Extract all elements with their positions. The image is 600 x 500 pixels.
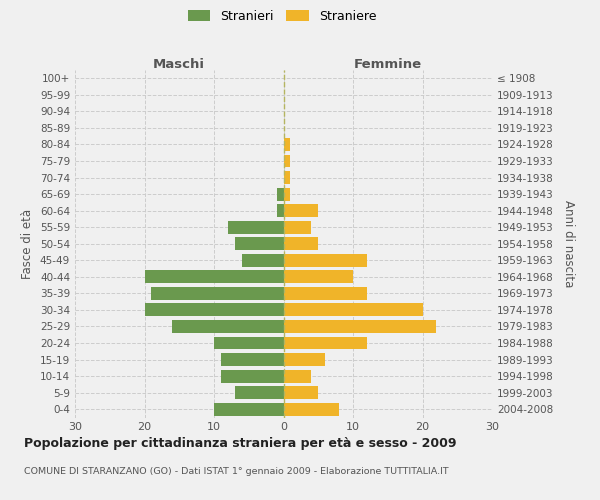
Bar: [284, 138, 290, 151]
Text: Maschi: Maschi: [153, 58, 205, 71]
Bar: [284, 220, 311, 234]
Text: Popolazione per cittadinanza straniera per età e sesso - 2009: Popolazione per cittadinanza straniera p…: [24, 438, 457, 450]
Bar: [235, 386, 284, 399]
Bar: [284, 171, 290, 184]
Bar: [284, 370, 311, 382]
Bar: [284, 188, 290, 200]
Bar: [228, 220, 284, 234]
Bar: [221, 353, 284, 366]
Bar: [284, 304, 422, 316]
Y-axis label: Anni di nascita: Anni di nascita: [562, 200, 575, 288]
Bar: [284, 320, 436, 333]
Bar: [284, 287, 367, 300]
Bar: [284, 353, 325, 366]
Bar: [284, 238, 318, 250]
Y-axis label: Fasce di età: Fasce di età: [22, 208, 34, 279]
Bar: [242, 254, 284, 267]
Bar: [284, 403, 339, 415]
Bar: [284, 386, 318, 399]
Text: COMUNE DI STARANZANO (GO) - Dati ISTAT 1° gennaio 2009 - Elaborazione TUTTITALIA: COMUNE DI STARANZANO (GO) - Dati ISTAT 1…: [24, 468, 449, 476]
Bar: [172, 320, 284, 333]
Bar: [284, 254, 367, 267]
Bar: [145, 304, 284, 316]
Bar: [284, 154, 290, 168]
Bar: [277, 188, 284, 200]
Bar: [284, 270, 353, 283]
Bar: [151, 287, 284, 300]
Legend: Stranieri, Straniere: Stranieri, Straniere: [183, 5, 381, 28]
Bar: [284, 336, 367, 349]
Bar: [221, 370, 284, 382]
Text: Femmine: Femmine: [353, 58, 422, 71]
Bar: [235, 238, 284, 250]
Bar: [214, 403, 284, 415]
Bar: [214, 336, 284, 349]
Bar: [277, 204, 284, 217]
Bar: [284, 204, 318, 217]
Bar: [145, 270, 284, 283]
